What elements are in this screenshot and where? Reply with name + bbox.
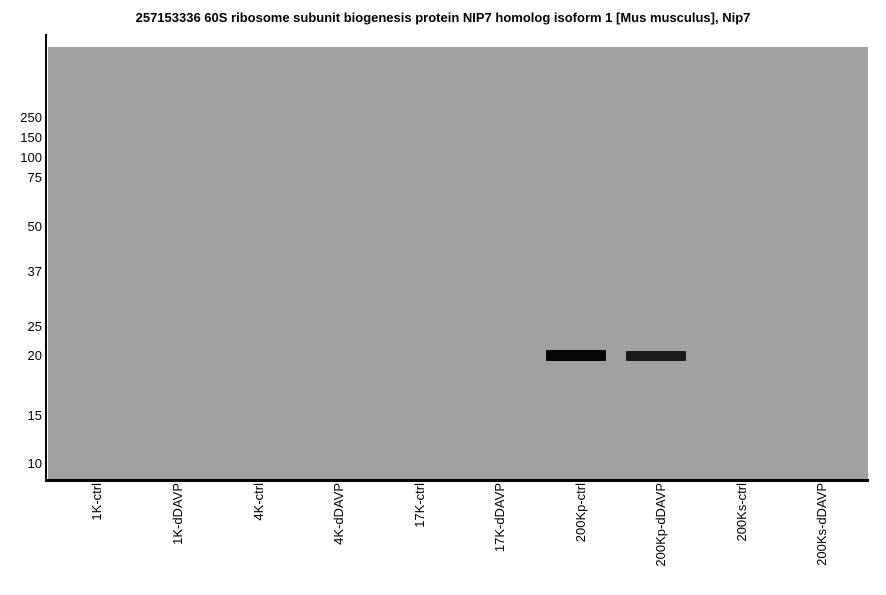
lane-label-200Ks-dDAVP: 200Ks-dDAVP: [814, 483, 829, 566]
lane-label-200Ks-ctrl: 200Ks-ctrl: [734, 483, 749, 542]
mw-tick-37: 37: [27, 264, 42, 279]
protein-band-200Kp-dDAVP: [626, 351, 686, 361]
lane-label-1K-dDAVP: 1K-dDAVP: [170, 483, 185, 545]
x-axis-line: [45, 479, 869, 482]
lane-label-4K-ctrl: 4K-ctrl: [251, 483, 266, 521]
lane-label-17K-ctrl: 17K-ctrl: [412, 483, 427, 528]
mw-tick-50: 50: [27, 219, 42, 234]
y-axis-line: [45, 34, 47, 482]
mw-tick-100: 100: [20, 150, 42, 165]
mw-tick-20: 20: [27, 348, 42, 363]
mw-tick-15: 15: [27, 408, 42, 423]
protein-band-200Kp-ctrl: [546, 350, 606, 361]
mw-tick-25: 25: [27, 319, 42, 334]
gel-membrane: [48, 47, 868, 479]
lane-label-1K-ctrl: 1K-ctrl: [89, 483, 104, 521]
figure-title: 257153336 60S ribosome subunit biogenesi…: [135, 10, 751, 25]
lane-label-17K-dDAVP: 17K-dDAVP: [492, 483, 507, 553]
lane-label-4K-dDAVP: 4K-dDAVP: [331, 483, 346, 545]
mw-tick-75: 75: [27, 170, 42, 185]
lane-label-200Kp-dDAVP: 200Kp-dDAVP: [653, 483, 668, 567]
lane-label-200Kp-ctrl: 200Kp-ctrl: [573, 483, 588, 543]
mw-tick-10: 10: [27, 456, 42, 471]
mw-tick-150: 150: [20, 130, 42, 145]
mw-tick-250: 250: [20, 110, 42, 125]
